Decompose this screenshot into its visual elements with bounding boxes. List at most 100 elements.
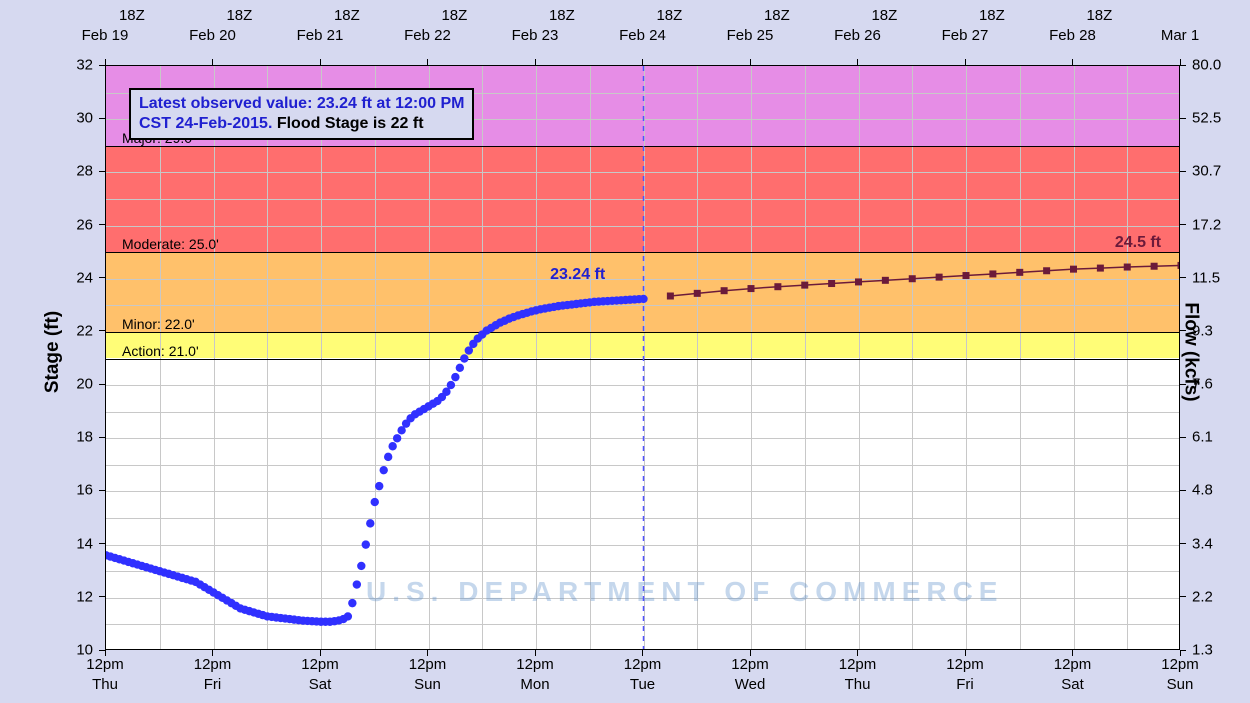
hydrograph-chart: Stage (ft) Flow (kcfs) U.S. DEPARTMENT O… <box>0 0 1250 703</box>
grid-horizontal <box>106 491 1179 492</box>
observed-point <box>388 442 396 450</box>
x-bottom-day-label: Sun <box>414 676 441 693</box>
y-right-tick-label: 9.3 <box>1192 322 1213 339</box>
threshold-line-action <box>106 359 1179 360</box>
x-bottom-time-label: 12pm <box>86 656 124 673</box>
y-left-tick <box>99 330 105 331</box>
y-left-tick <box>99 490 105 491</box>
y-left-tick <box>99 171 105 172</box>
y-left-tick <box>99 224 105 225</box>
x-top-tick <box>535 59 536 65</box>
observed-point <box>353 580 361 588</box>
grid-horizontal <box>106 438 1179 439</box>
observed-point <box>133 560 141 568</box>
grid-horizontal <box>106 465 1179 466</box>
observed-point <box>232 602 240 610</box>
x-top-tick <box>320 59 321 65</box>
x-top-tick <box>857 59 858 65</box>
y-right-tick <box>1180 650 1186 651</box>
y-right-tick-label: 2.2 <box>1192 588 1213 605</box>
observed-point <box>120 556 128 564</box>
grid-vertical <box>1020 66 1021 649</box>
grid-horizontal <box>106 279 1179 280</box>
observed-point <box>245 607 253 615</box>
observed-point <box>375 482 383 490</box>
x-bottom-day-label: Wed <box>735 676 766 693</box>
x-top-z-label: 18Z <box>334 7 360 24</box>
y-right-tick-label: 17.2 <box>1192 216 1221 233</box>
observed-point <box>397 426 405 434</box>
observed-point <box>276 614 284 622</box>
threshold-label-action: Action: 21.0' <box>120 343 199 359</box>
observed-point <box>200 583 208 591</box>
observed-point <box>129 559 137 567</box>
observed-point <box>142 563 150 571</box>
grid-horizontal <box>106 385 1179 386</box>
observed-point <box>357 562 365 570</box>
x-top-date-label: Mar 1 <box>1161 27 1199 44</box>
x-bottom-tick <box>427 650 428 656</box>
y-left-tick-label: 24 <box>76 269 93 286</box>
y-left-tick-label: 18 <box>76 429 93 446</box>
x-top-z-label: 18Z <box>1086 7 1112 24</box>
x-bottom-day-label: Fri <box>956 676 974 693</box>
grid-horizontal <box>106 199 1179 200</box>
x-bottom-tick <box>750 650 751 656</box>
observed-point <box>429 400 437 408</box>
x-bottom-time-label: 12pm <box>409 656 447 673</box>
x-top-tick <box>1072 59 1073 65</box>
observed-point <box>290 615 298 623</box>
y-right-tick <box>1180 490 1186 491</box>
x-top-z-label: 18Z <box>119 7 145 24</box>
x-bottom-tick <box>212 650 213 656</box>
x-bottom-tick <box>857 650 858 656</box>
x-bottom-day-label: Mon <box>520 676 549 693</box>
grid-vertical <box>966 66 967 649</box>
x-top-tick <box>1180 59 1181 65</box>
x-bottom-day-label: Fri <box>204 676 222 693</box>
latest-observed-info-box: Latest observed value: 23.24 ft at 12:00… <box>129 88 474 140</box>
x-top-z-label: 18Z <box>656 7 682 24</box>
observed-point <box>138 562 146 570</box>
grid-vertical <box>805 66 806 649</box>
observed-point <box>182 575 190 583</box>
x-top-tick <box>965 59 966 65</box>
observed-point <box>205 586 213 594</box>
x-top-tick <box>427 59 428 65</box>
x-bottom-tick <box>1072 650 1073 656</box>
observed-point <box>106 551 110 559</box>
y-right-tick <box>1180 277 1186 278</box>
y-left-tick-label: 28 <box>76 163 93 180</box>
y-right-tick <box>1180 437 1186 438</box>
x-bottom-tick <box>642 650 643 656</box>
grid-vertical <box>751 66 752 649</box>
observed-point <box>169 571 177 579</box>
noaa-watermark: U.S. DEPARTMENT OF COMMERCE <box>366 576 1003 608</box>
x-top-date-label: Feb 23 <box>512 27 559 44</box>
grid-horizontal <box>106 545 1179 546</box>
x-top-z-label: 18Z <box>871 7 897 24</box>
x-top-date-label: Feb 27 <box>942 27 989 44</box>
observed-point <box>456 364 464 372</box>
observed-point <box>173 572 181 580</box>
observed-point <box>241 606 249 614</box>
x-bottom-time-label: 12pm <box>624 656 662 673</box>
grid-vertical <box>912 66 913 649</box>
observed-point <box>191 578 199 586</box>
y-left-tick <box>99 118 105 119</box>
observed-point <box>259 611 267 619</box>
x-bottom-time-label: 12pm <box>731 656 769 673</box>
y-right-tick-label: 52.5 <box>1192 110 1221 127</box>
grid-vertical <box>482 66 483 649</box>
y-right-tick-label: 4.8 <box>1192 482 1213 499</box>
grid-vertical <box>1127 66 1128 649</box>
x-top-date-label: Feb 25 <box>727 27 774 44</box>
observed-point <box>402 419 410 427</box>
threshold-label-minor: Minor: 22.0' <box>120 316 195 332</box>
observed-point <box>294 616 302 624</box>
y-right-tick-label: 6.1 <box>1192 429 1213 446</box>
x-bottom-time-label: 12pm <box>839 656 877 673</box>
grid-horizontal <box>106 412 1179 413</box>
observed-value-callout: 23.24 ft <box>550 266 605 284</box>
y-right-tick <box>1180 330 1186 331</box>
